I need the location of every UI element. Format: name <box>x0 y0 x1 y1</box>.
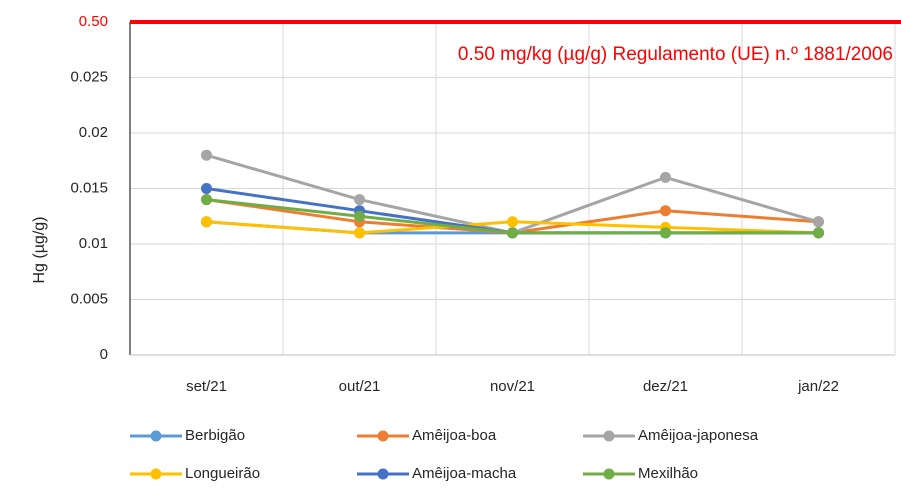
data-point <box>201 194 212 206</box>
data-point <box>660 205 671 217</box>
y-tick-label: 0.02 <box>79 124 108 141</box>
x-tick-label: out/21 <box>339 378 381 395</box>
legend-marker <box>603 468 615 480</box>
limit-annotation: 0.50 mg/kg (µg/g) Regulamento (UE) n.º 1… <box>458 44 893 65</box>
data-point <box>354 227 365 239</box>
limit-tick-label: 0.50 <box>79 13 108 30</box>
data-point <box>354 194 365 206</box>
x-tick-label: dez/21 <box>643 378 688 395</box>
legend-marker <box>603 430 615 442</box>
legend-label: Amêijoa-boa <box>412 427 497 444</box>
data-point <box>813 227 824 239</box>
x-tick-label: jan/22 <box>797 378 839 395</box>
data-point <box>354 210 365 222</box>
legend-label: Amêijoa-japonesa <box>638 427 759 444</box>
y-axis-label: Hg (µg/g) <box>31 216 48 283</box>
data-point <box>660 171 671 183</box>
y-tick-label: 0.01 <box>79 235 108 252</box>
data-point <box>660 227 671 239</box>
legend-label: Berbigão <box>185 427 245 444</box>
x-tick-label: nov/21 <box>490 378 535 395</box>
data-point <box>507 227 518 239</box>
legend-label: Amêijoa-macha <box>412 465 517 482</box>
legend-marker <box>150 468 162 480</box>
data-point <box>201 149 212 161</box>
legend-marker <box>150 430 162 442</box>
y-tick-label: 0.005 <box>70 290 108 307</box>
legend-marker <box>377 430 389 442</box>
data-point <box>507 216 518 228</box>
y-tick-label: 0 <box>100 346 108 363</box>
y-tick-label: 0.015 <box>70 179 108 196</box>
legend-label: Mexilhão <box>638 465 698 482</box>
data-point <box>201 216 212 228</box>
legend-marker <box>377 468 389 480</box>
legend-label: Longueirão <box>185 465 260 482</box>
x-tick-label: set/21 <box>186 378 227 395</box>
y-tick-label: 0.025 <box>70 68 108 85</box>
data-point <box>813 216 824 228</box>
data-point <box>201 183 212 194</box>
